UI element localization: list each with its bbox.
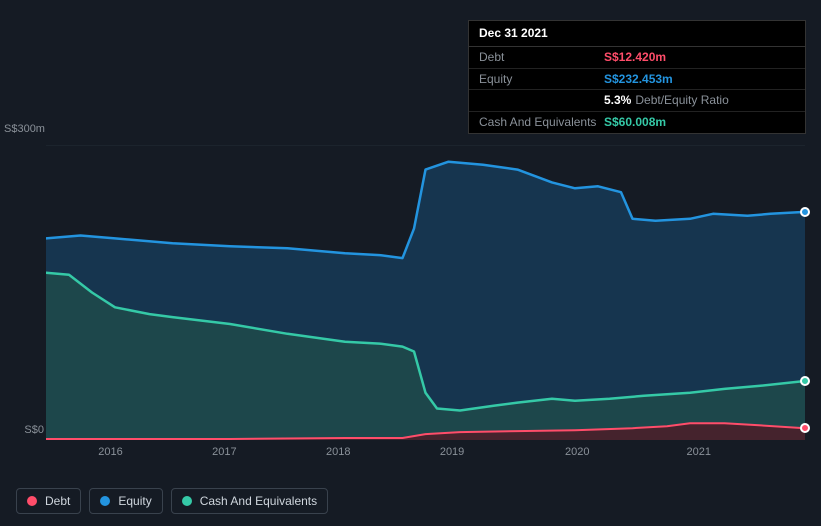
tooltip-key: Cash And Equivalents (479, 114, 604, 131)
tooltip-value: 5.3%Debt/Equity Ratio (604, 92, 729, 109)
chart-legend: Debt Equity Cash And Equivalents (16, 488, 328, 514)
tooltip-row: EquityS$232.453m (469, 69, 805, 91)
series-end-marker (800, 423, 810, 433)
legend-label: Debt (45, 494, 70, 508)
debt-equity-chart: S$300m S$0 201620172018201920202021 (16, 126, 805, 466)
x-tick-label: 2016 (98, 446, 122, 458)
tooltip-value: S$232.453m (604, 71, 673, 88)
legend-label: Cash And Equivalents (200, 494, 317, 508)
tooltip-row: Cash And EquivalentsS$60.008m (469, 112, 805, 133)
legend-dot-icon (27, 496, 37, 506)
legend-item-cash-and-equivalents[interactable]: Cash And Equivalents (171, 488, 328, 514)
legend-label: Equity (118, 494, 151, 508)
tooltip-key: Debt (479, 49, 604, 66)
tooltip-value: S$60.008m (604, 114, 666, 131)
legend-dot-icon (100, 496, 110, 506)
plot-area (46, 145, 805, 440)
tooltip-date: Dec 31 2021 (469, 21, 805, 47)
tooltip-row: 5.3%Debt/Equity Ratio (469, 90, 805, 112)
x-tick-label: 2017 (212, 446, 236, 458)
x-tick-label: 2019 (440, 446, 464, 458)
y-tick-max: S$300m (4, 123, 44, 135)
chart-tooltip: Dec 31 2021 DebtS$12.420mEquityS$232.453… (468, 20, 806, 134)
chart-svg (46, 145, 805, 440)
x-tick-label: 2021 (686, 446, 710, 458)
y-tick-min: S$0 (4, 424, 44, 436)
tooltip-extra: Debt/Equity Ratio (635, 93, 728, 107)
tooltip-value: S$12.420m (604, 49, 666, 66)
legend-item-debt[interactable]: Debt (16, 488, 81, 514)
series-end-marker (800, 376, 810, 386)
legend-dot-icon (182, 496, 192, 506)
tooltip-rows: DebtS$12.420mEquityS$232.453m5.3%Debt/Eq… (469, 47, 805, 133)
tooltip-key (479, 92, 604, 109)
tooltip-key: Equity (479, 71, 604, 88)
x-tick-label: 2020 (565, 446, 589, 458)
x-tick-label: 2018 (326, 446, 350, 458)
tooltip-row: DebtS$12.420m (469, 47, 805, 69)
legend-item-equity[interactable]: Equity (89, 488, 162, 514)
series-end-marker (800, 207, 810, 217)
